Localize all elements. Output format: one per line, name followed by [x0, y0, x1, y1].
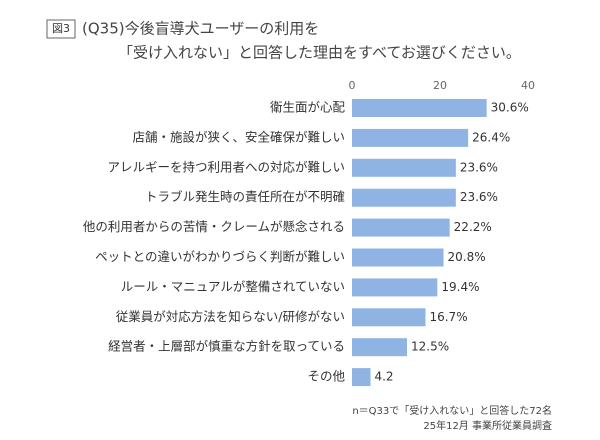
chart-subtitle: 「受け入れない」と回答した理由をすべてお選びください。	[118, 44, 521, 62]
value-label: 23.6%	[460, 190, 498, 204]
value-label: 12.5%	[411, 340, 449, 354]
x-tick-label: 20	[433, 79, 447, 92]
bar	[352, 248, 444, 267]
bar	[352, 218, 450, 237]
category-label: 従業員が対応方法を知らない/研修がない	[116, 309, 345, 324]
value-label: 4.2	[374, 370, 393, 384]
category-label: 店舗・施設が狭く、安全確保が難しい	[132, 129, 345, 144]
bar	[352, 278, 438, 297]
category-label: 経営者・上層部が慎重な方針を取っている	[108, 339, 345, 354]
bar	[352, 188, 456, 207]
bar	[352, 99, 487, 117]
value-label: 19.4%	[441, 280, 479, 294]
value-label: 20.8%	[448, 250, 486, 264]
category-label: 衛生面が心配	[270, 100, 346, 115]
category-label: その他	[307, 369, 345, 384]
value-label: 16.7%	[429, 310, 467, 324]
figure-label-box	[46, 19, 76, 39]
bar	[352, 308, 426, 327]
category-label: アレルギーを持つ利用者への対応が難しい	[107, 159, 345, 174]
x-tick-label: 0	[349, 79, 356, 92]
chart-title: (Q35)今後盲導犬ユーザーの利用を	[82, 20, 319, 38]
bar	[352, 338, 407, 357]
category-label: ペットとの違いがわかりづらく判断が難しい	[95, 249, 345, 264]
category-label: トラブル発生時の責任所在が不明確	[145, 189, 345, 204]
category-label: 他の利用者からの苦情・クレームが懸念される	[83, 219, 345, 234]
figure-label: 図3	[52, 22, 70, 35]
value-label: 22.2%	[454, 220, 492, 234]
category-label: ルール・マニュアルが整備されていない	[121, 279, 345, 294]
value-label: 23.6%	[460, 160, 498, 174]
value-label: 26.4%	[472, 130, 510, 144]
bar	[352, 158, 456, 177]
bar	[352, 368, 371, 387]
footnote: n＝Q33で「受け入れない」と回答した72名	[352, 404, 552, 417]
footnote: 25年12月 事業所従業員調査	[423, 419, 552, 432]
x-tick-label: 40	[521, 79, 535, 92]
value-label: 30.6%	[491, 101, 529, 115]
bar	[352, 128, 469, 147]
